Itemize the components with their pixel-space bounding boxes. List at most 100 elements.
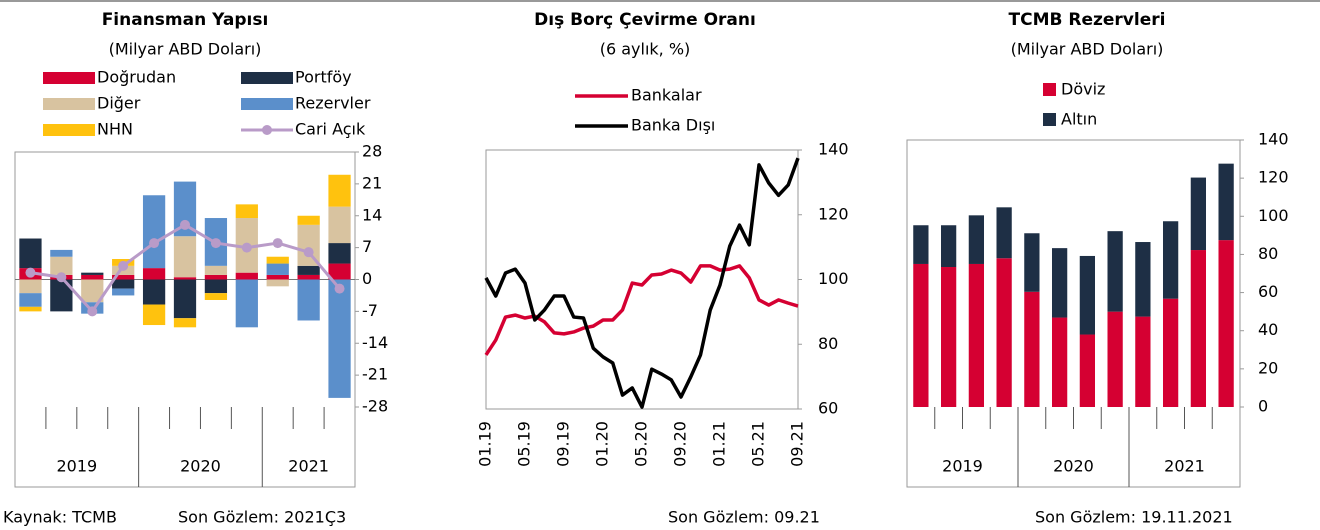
y-tick-label: -21 bbox=[362, 365, 388, 384]
line-marker bbox=[180, 219, 190, 230]
legend-swatch bbox=[1043, 83, 1056, 96]
bar-segment bbox=[204, 293, 228, 300]
bar-segment bbox=[968, 263, 985, 407]
bar-segment bbox=[913, 263, 929, 407]
y-tick-label: 14 bbox=[362, 205, 382, 224]
bar-segment bbox=[112, 279, 135, 289]
bar-segment bbox=[1135, 316, 1151, 407]
y-tick-label: -7 bbox=[362, 301, 378, 320]
y-tick-label: 7 bbox=[362, 237, 372, 256]
y-tick-label: -28 bbox=[362, 397, 388, 416]
bar-segment bbox=[266, 279, 289, 287]
x-tick-label: 01.20 bbox=[593, 421, 612, 467]
y-tick-label: 60 bbox=[818, 399, 838, 418]
chart-title: Dış Borç Çevirme Oranı bbox=[534, 10, 756, 30]
bar-segment bbox=[1024, 233, 1040, 292]
line-marker bbox=[210, 238, 221, 249]
bar-segment bbox=[297, 265, 320, 275]
line-marker bbox=[118, 260, 129, 271]
plot-frame bbox=[906, 139, 1241, 488]
y-tick-label: 20 bbox=[1258, 358, 1278, 377]
legend-label: Banka Dışı bbox=[631, 116, 715, 135]
y-tick-label: 0 bbox=[1258, 397, 1268, 416]
y-tick-label: 80 bbox=[1258, 244, 1278, 263]
bar-segment bbox=[173, 318, 197, 328]
bar-segment bbox=[1079, 255, 1096, 335]
bar-segment bbox=[1190, 177, 1207, 251]
bar-segment bbox=[1107, 311, 1123, 407]
y-tick-label: 100 bbox=[1258, 206, 1289, 225]
bar-segment bbox=[81, 274, 104, 280]
bar-segment bbox=[1079, 334, 1096, 407]
y-tick-label: 28 bbox=[362, 142, 382, 161]
legend-label: Doğrudan bbox=[97, 68, 176, 87]
bar-segment bbox=[266, 274, 289, 280]
group-label: 2020 bbox=[180, 457, 221, 476]
bar-segment bbox=[297, 274, 320, 280]
x-tick-label: 05.20 bbox=[632, 421, 651, 467]
legend-swatch bbox=[43, 72, 95, 84]
line-marker bbox=[25, 267, 36, 278]
legend-label: Altın bbox=[1061, 110, 1097, 129]
x-tick-label: 01.21 bbox=[710, 421, 729, 467]
bar-segment bbox=[940, 267, 957, 407]
y-tick-label: 40 bbox=[1258, 320, 1278, 339]
y-tick-label: 100 bbox=[818, 269, 849, 288]
bar-segment bbox=[1107, 231, 1123, 312]
chart-title: Finansman Yapısı bbox=[102, 10, 269, 30]
bar-segment bbox=[1024, 291, 1040, 407]
x-tick-label: 09.19 bbox=[554, 421, 573, 467]
bar-segment bbox=[112, 288, 135, 296]
bar-segment bbox=[297, 279, 320, 321]
bar-segment bbox=[328, 206, 351, 244]
x-tick-label: 09.21 bbox=[788, 421, 807, 467]
bar-segment bbox=[1162, 298, 1179, 407]
bar-segment bbox=[1162, 221, 1179, 299]
y-tick-label: -14 bbox=[362, 333, 388, 352]
line-marker bbox=[149, 238, 160, 249]
legend-label: Bankalar bbox=[631, 86, 702, 105]
source: Kaynak: TCMB bbox=[3, 508, 117, 527]
bar-segment bbox=[142, 195, 166, 269]
y-tick-label: 0 bbox=[362, 269, 372, 288]
bar-segment bbox=[142, 304, 166, 326]
footnote: Son Gözlem: 19.11.2021 bbox=[1035, 508, 1233, 527]
group-label: 2021 bbox=[288, 457, 329, 476]
bar-segment bbox=[19, 279, 42, 294]
y-tick-label: 21 bbox=[362, 173, 382, 192]
footnote: Son Gözlem: 2021Ç3 bbox=[178, 508, 346, 527]
bar-segment bbox=[204, 279, 228, 294]
bar-segment bbox=[81, 279, 104, 303]
bar-segment bbox=[266, 263, 289, 275]
plot-frame bbox=[14, 151, 356, 488]
bar-segment bbox=[968, 215, 985, 264]
bar-segment bbox=[19, 293, 42, 307]
chart-subtitle: (6 aylık, %) bbox=[600, 40, 691, 59]
bar-segment bbox=[328, 263, 351, 280]
legend-label: NHN bbox=[97, 120, 133, 139]
line-marker bbox=[334, 283, 345, 294]
bar-segment bbox=[142, 268, 166, 280]
bar-segment bbox=[173, 236, 197, 278]
bar-segment bbox=[328, 243, 351, 264]
bar-segment bbox=[81, 272, 104, 275]
legend-marker bbox=[262, 125, 272, 135]
bar-segment bbox=[1218, 163, 1234, 241]
group-label: 2021 bbox=[1164, 457, 1205, 476]
bar-segment bbox=[297, 215, 320, 225]
chart-title: TCMB Rezervleri bbox=[1009, 10, 1166, 30]
bar-segment bbox=[940, 225, 957, 268]
bar-segment bbox=[996, 207, 1012, 259]
bar-segment bbox=[328, 174, 351, 207]
y-tick-label: 140 bbox=[818, 140, 849, 159]
bar-segment bbox=[173, 277, 197, 280]
bar-segment bbox=[1051, 317, 1068, 407]
x-tick-label: 05.19 bbox=[515, 421, 534, 467]
bar-segment bbox=[19, 238, 42, 269]
series-line bbox=[484, 157, 800, 409]
legend-label: Diğer bbox=[97, 94, 141, 113]
line-marker bbox=[87, 306, 98, 317]
x-tick-label: 09.20 bbox=[671, 421, 690, 467]
group-label: 2019 bbox=[942, 457, 983, 476]
